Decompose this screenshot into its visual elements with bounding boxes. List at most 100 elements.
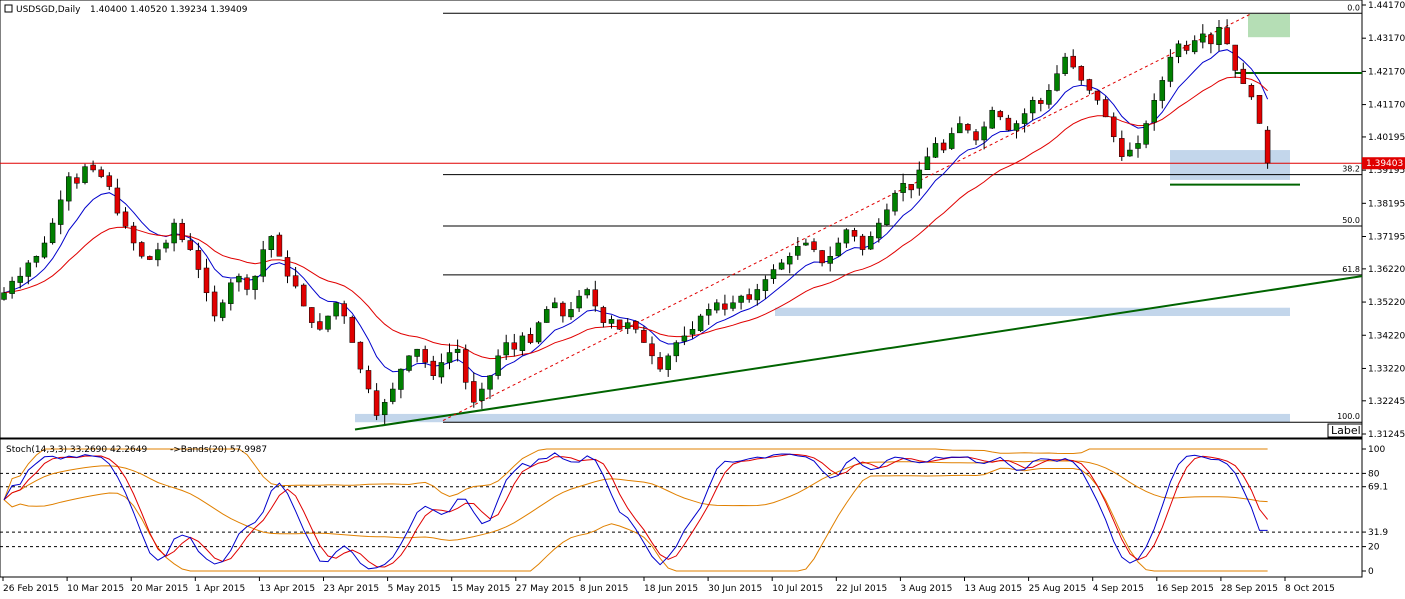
candle-bull[interactable] — [1127, 149, 1133, 157]
candle-bear[interactable] — [600, 307, 607, 323]
candle-bull[interactable] — [1021, 113, 1028, 124]
candle-bear[interactable] — [357, 341, 364, 370]
candle-bull[interactable] — [454, 348, 461, 353]
candle-bull[interactable] — [398, 368, 404, 390]
candle-bull[interactable] — [689, 329, 696, 335]
candle-bull[interactable] — [163, 242, 169, 249]
candle-bull[interactable] — [1191, 40, 1198, 53]
candle-bear[interactable] — [211, 291, 218, 317]
candle-bull[interactable] — [867, 236, 874, 250]
candle-bull[interactable] — [446, 352, 453, 363]
candle-bull[interactable] — [66, 176, 72, 202]
candle-bull[interactable] — [25, 262, 32, 277]
candle-bull[interactable] — [33, 256, 40, 263]
candle-bull[interactable] — [665, 355, 671, 370]
candle-bull[interactable] — [876, 222, 882, 239]
candle-bull[interactable] — [406, 355, 412, 371]
candle-bear[interactable] — [122, 211, 129, 227]
candle-bear[interactable] — [527, 334, 534, 343]
candle-bear[interactable] — [462, 349, 469, 383]
candle-bear[interactable] — [616, 319, 623, 330]
candle-bear[interactable] — [1248, 85, 1255, 98]
candle-bull[interactable] — [778, 262, 785, 270]
candle-bear[interactable] — [997, 111, 1004, 118]
candle-bear[interactable] — [147, 256, 153, 260]
candle-bull[interactable] — [697, 315, 704, 331]
candle-bear[interactable] — [309, 307, 315, 323]
candle-bull[interactable] — [252, 275, 258, 290]
candle-bull[interactable] — [1175, 43, 1182, 58]
candle-bull[interactable] — [762, 279, 769, 291]
candle-bull[interactable] — [835, 242, 842, 257]
candle-bull[interactable] — [900, 182, 906, 193]
candle-bear[interactable] — [649, 343, 655, 357]
candle-bull[interactable] — [57, 199, 64, 225]
candle-bull[interactable] — [487, 375, 493, 390]
candle-bull[interactable] — [260, 249, 266, 277]
candle-bear[interactable] — [187, 240, 194, 250]
candle-bull[interactable] — [608, 319, 615, 324]
candle-bear[interactable] — [1070, 55, 1076, 68]
candle-bear[interactable] — [1256, 95, 1263, 124]
candle-bull[interactable] — [989, 109, 995, 129]
candle-bull[interactable] — [730, 302, 736, 309]
candle-bear[interactable] — [349, 316, 356, 343]
candle-bull[interactable] — [1135, 143, 1141, 149]
candle-bull[interactable] — [1216, 26, 1222, 45]
candle-bear[interactable] — [106, 175, 113, 187]
candle-bear[interactable] — [819, 250, 825, 264]
candle-bear[interactable] — [365, 370, 372, 390]
candle-bull[interactable] — [705, 309, 712, 316]
candle-bull[interactable] — [584, 289, 590, 296]
candle-bull[interactable] — [738, 295, 744, 303]
candle-bear[interactable] — [1102, 99, 1109, 118]
candle-bull[interactable] — [414, 348, 420, 357]
candle-bear[interactable] — [471, 381, 477, 403]
candle-bear[interactable] — [203, 267, 210, 294]
candle-bull[interactable] — [1143, 123, 1149, 145]
candle-bull[interactable] — [803, 242, 809, 246]
candle-bull[interactable] — [479, 388, 485, 401]
candle-bull[interactable] — [236, 275, 242, 283]
candle-bear[interactable] — [1232, 44, 1238, 71]
candle-bear[interactable] — [90, 164, 96, 171]
candle-bear[interactable] — [940, 142, 947, 151]
candle-bull[interactable] — [9, 280, 15, 294]
candle-bear[interactable] — [1183, 44, 1190, 51]
candle-bear[interactable] — [373, 390, 380, 416]
candle-bear[interactable] — [811, 241, 817, 250]
candle-bull[interactable] — [884, 209, 890, 225]
candle-bull[interactable] — [892, 192, 898, 212]
candle-bear[interactable] — [851, 230, 858, 237]
candle-bull[interactable] — [543, 309, 550, 323]
candle-bull[interactable] — [1200, 33, 1206, 43]
candle-bull[interactable] — [681, 335, 688, 342]
candle-bear[interactable] — [1264, 129, 1271, 164]
candle-bull[interactable] — [1029, 100, 1036, 114]
candle-bull[interactable] — [495, 355, 501, 376]
candle-bull[interactable] — [786, 256, 793, 265]
candle-bull[interactable] — [932, 143, 939, 158]
candle-bull[interactable] — [219, 302, 226, 318]
candle-bear[interactable] — [114, 187, 121, 214]
candle-bull[interactable] — [155, 249, 161, 261]
candle-bull[interactable] — [325, 315, 331, 330]
candle-bull[interactable] — [552, 302, 558, 309]
candle-bear[interactable] — [722, 303, 728, 310]
candle-bull[interactable] — [843, 229, 850, 244]
candle-bull[interactable] — [1167, 56, 1174, 82]
candle-bear[interactable] — [74, 177, 80, 184]
candle-bear[interactable] — [560, 302, 566, 317]
candle-bear[interactable] — [641, 329, 647, 343]
collapse-icon[interactable] — [4, 4, 13, 13]
candle-bear[interactable] — [592, 289, 599, 307]
candle-bull[interactable] — [41, 242, 48, 258]
candle-bull[interactable] — [268, 236, 275, 250]
label-box[interactable]: Label — [1327, 423, 1363, 438]
candle-bear[interactable] — [511, 342, 518, 350]
candle-bear[interactable] — [908, 184, 914, 191]
candle-bull[interactable] — [49, 222, 56, 244]
candle-bull[interactable] — [17, 275, 23, 283]
candle-bull[interactable] — [1062, 56, 1068, 74]
